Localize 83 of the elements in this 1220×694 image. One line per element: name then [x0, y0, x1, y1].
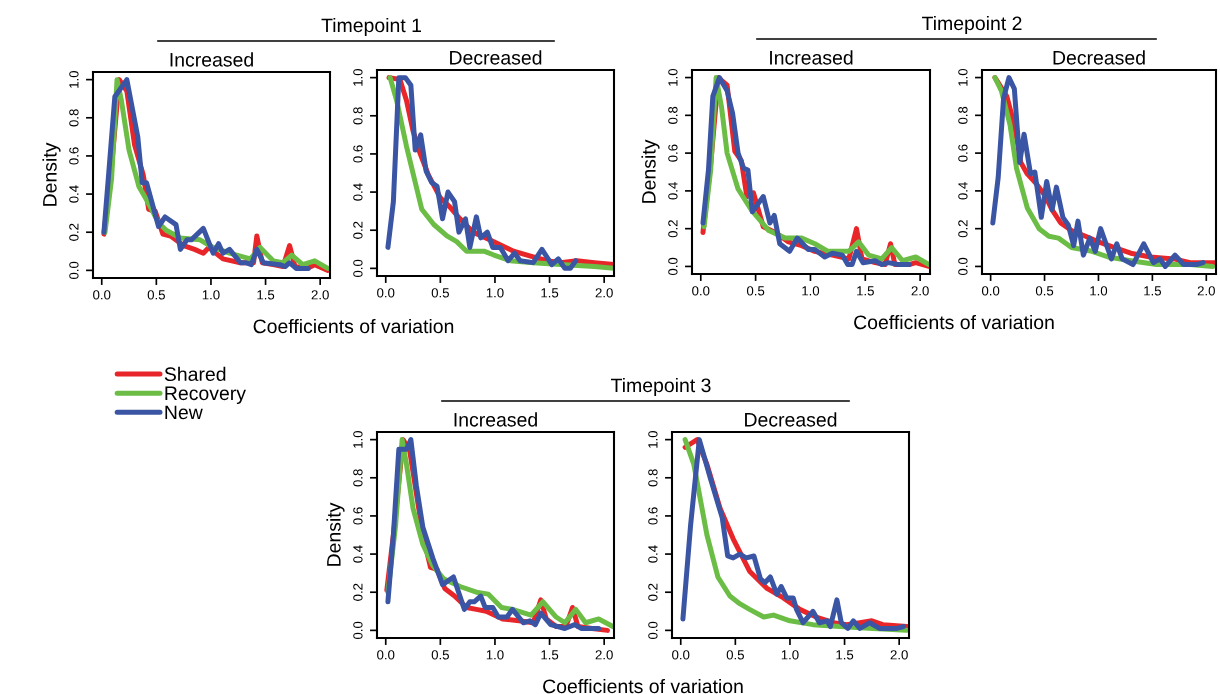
y-tick-label: 0.0	[668, 257, 678, 276]
x-tick-label: 1.5	[1144, 286, 1161, 296]
legend-label: Shared	[164, 366, 226, 382]
x-tick-label: 2.0	[595, 288, 613, 298]
y-tick-label: 0.2	[958, 220, 968, 238]
x-tick-label: 2.0	[595, 650, 613, 660]
chart-title: Decreased	[450, 50, 542, 65]
y-tick-label: 0.6	[69, 147, 79, 165]
chart-title: Increased	[170, 52, 253, 67]
x-tick-label: 0.5	[726, 650, 744, 660]
y-tick-label: 0.4	[353, 183, 363, 201]
y-tick-label: 0.0	[648, 621, 658, 640]
y-tick-label: 0.8	[958, 106, 968, 124]
x-tick-label: 2.0	[890, 650, 908, 660]
y-tick-label: 0.8	[353, 107, 363, 125]
chart-title: Increased	[770, 50, 853, 65]
text: Timepoint 3	[611, 377, 711, 397]
y-tick-label: 0.8	[668, 106, 678, 124]
y-tick-label: 0.4	[668, 182, 678, 200]
text: Timepoint 2	[922, 15, 1022, 35]
x-tick-label: 1.0	[781, 650, 799, 660]
x-tick-label: 1.5	[541, 650, 559, 660]
y-tick-label: 0.6	[648, 507, 658, 525]
y-tick-label: 0.8	[69, 109, 79, 127]
y-tick-label: 0.0	[353, 621, 363, 640]
x-axis-title: Coefficients of variation	[543, 678, 743, 694]
y-tick-label: 0.8	[648, 469, 658, 487]
x-tick-label: 0.5	[746, 286, 765, 296]
x-tick-label: 1.0	[1090, 286, 1108, 296]
y-tick-label: 0.6	[353, 145, 363, 163]
y-axis-title: Density	[326, 502, 345, 566]
y-tick-label: 0.0	[69, 261, 79, 280]
y-tick-label: 0.0	[353, 259, 363, 278]
x-axis-title: Coefficients of variation	[854, 314, 1054, 330]
x-tick-label: 0.5	[147, 290, 165, 300]
x-tick-label: 2.0	[911, 286, 929, 296]
x-tick-label: 1.5	[857, 286, 874, 296]
chart-title: Increased	[454, 412, 537, 427]
y-tick-label: 1.0	[69, 70, 79, 88]
x-tick-label: 0.5	[431, 650, 449, 660]
y-tick-label: 0.4	[648, 545, 658, 563]
y-tick-label: 1.0	[668, 68, 678, 86]
y-tick-label: 0.2	[69, 223, 79, 241]
y-tick-label: 0.8	[353, 469, 363, 487]
y-tick-label: 1.0	[648, 430, 658, 448]
y-tick-label: 0.6	[958, 144, 968, 162]
x-tick-label: 0.0	[981, 286, 1000, 296]
x-tick-label: 1.0	[486, 650, 504, 660]
y-axis-title: Density	[42, 142, 61, 206]
legend-label: Recovery	[165, 386, 246, 404]
y-tick-label: 0.2	[353, 221, 363, 239]
y-tick-label: 0.6	[668, 144, 678, 162]
x-tick-label: 0.0	[93, 290, 111, 300]
x-tick-label: 1.5	[836, 650, 854, 660]
x-tick-label: 0.5	[1035, 286, 1054, 296]
x-tick-label: 1.0	[202, 290, 220, 300]
y-tick-label: 0.2	[353, 583, 363, 601]
chart-title: Decreased	[1053, 50, 1145, 65]
x-tick-label: 1.5	[257, 290, 275, 300]
x-tick-label: 1.5	[541, 288, 559, 298]
x-tick-label: 1.0	[802, 286, 820, 296]
x-axis-title: Coefficients of variation	[253, 318, 454, 334]
y-tick-label: 1.0	[353, 430, 363, 448]
y-tick-label: 0.4	[958, 182, 968, 200]
y-tick-label: 0.2	[668, 220, 678, 238]
y-tick-label: 0.2	[648, 583, 658, 601]
y-tick-label: 0.4	[353, 545, 363, 563]
x-tick-label: 0.0	[377, 288, 395, 298]
legend-label: New	[165, 405, 203, 420]
y-axis-title: Density	[641, 139, 660, 203]
y-tick-label: 0.0	[958, 257, 968, 276]
y-tick-label: 0.4	[69, 185, 79, 203]
y-tick-label: 1.0	[353, 68, 363, 86]
x-tick-label: 2.0	[1197, 286, 1215, 296]
x-tick-label: 2.0	[311, 290, 329, 300]
text: Timepoint 1	[321, 17, 421, 37]
chart-title: Decreased	[745, 412, 837, 427]
x-tick-label: 0.5	[431, 288, 449, 298]
x-tick-label: 1.0	[486, 288, 504, 298]
y-tick-label: 1.0	[958, 68, 968, 86]
x-tick-label: 0.0	[692, 286, 710, 296]
y-tick-label: 0.6	[353, 507, 363, 525]
x-tick-label: 0.0	[377, 650, 395, 660]
